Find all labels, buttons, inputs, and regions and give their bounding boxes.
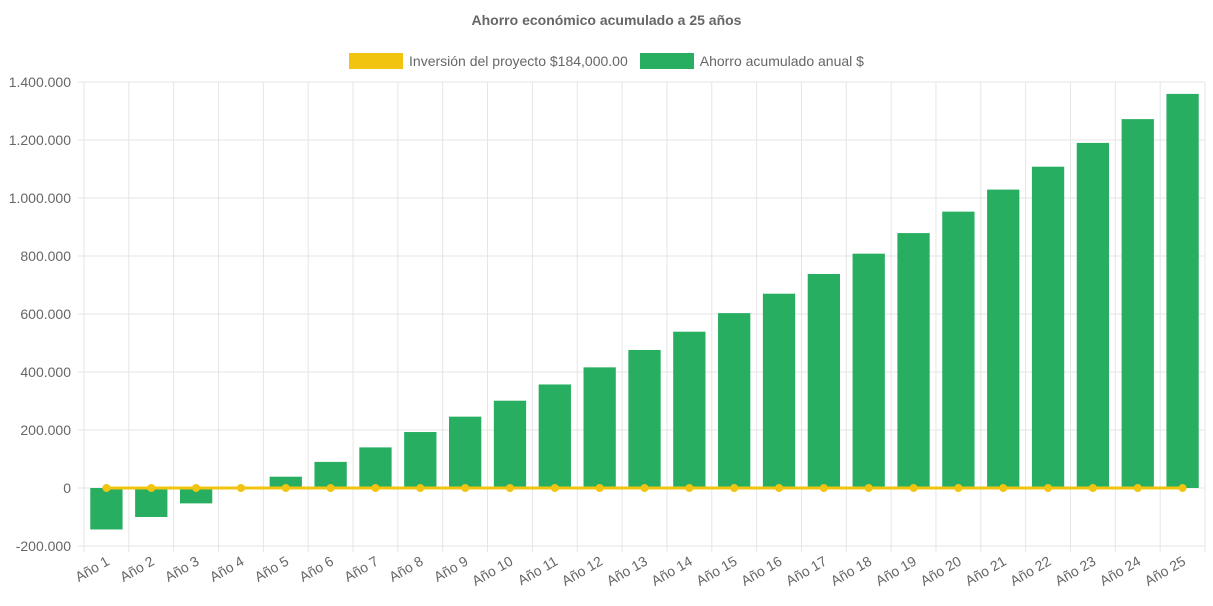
bar-ahorro bbox=[90, 488, 123, 530]
point-inversion bbox=[281, 484, 290, 492]
y-tick-label: -200.000 bbox=[16, 538, 71, 554]
x-tick-label: Año 7 bbox=[341, 553, 381, 585]
point-inversion bbox=[192, 484, 201, 492]
legend-item-ahorro[interactable]: Ahorro acumulado anual $ bbox=[639, 53, 864, 69]
x-tick-label: Año 9 bbox=[431, 553, 471, 585]
x-tick-label: Año 23 bbox=[1052, 553, 1099, 589]
y-tick-label: 1.000.000 bbox=[9, 190, 71, 206]
legend-swatch-ahorro bbox=[639, 53, 694, 69]
bar-ahorro bbox=[448, 416, 482, 488]
y-tick-label: 200.000 bbox=[20, 422, 71, 438]
bar-ahorro bbox=[942, 211, 975, 488]
x-tick-label: Año 11 bbox=[515, 553, 561, 589]
bar-ahorro bbox=[538, 384, 571, 488]
x-tick-label: Año 5 bbox=[252, 553, 292, 585]
bar-ahorro bbox=[269, 476, 302, 488]
x-tick-label: Año 10 bbox=[469, 553, 516, 589]
chart-title: Ahorro económico acumulado a 25 años bbox=[471, 12, 742, 28]
bar-ahorro bbox=[583, 367, 616, 488]
y-tick-label: 400.000 bbox=[20, 364, 71, 380]
point-inversion bbox=[730, 484, 739, 492]
bar-ahorro bbox=[1031, 166, 1065, 488]
point-inversion bbox=[102, 484, 111, 492]
bar-ahorro bbox=[493, 400, 527, 488]
x-tick-label: Año 15 bbox=[693, 553, 740, 589]
bar-ahorro bbox=[314, 461, 347, 488]
point-inversion bbox=[864, 484, 873, 492]
x-tick-label: Año 21 bbox=[962, 553, 1009, 589]
legend-swatch-inversion bbox=[349, 53, 404, 69]
point-inversion bbox=[147, 484, 156, 492]
x-tick-label: Año 12 bbox=[559, 553, 606, 589]
bar-ahorro bbox=[1166, 93, 1199, 488]
legend-label-inversion: Inversión del proyecto $184,000.00 bbox=[409, 53, 628, 69]
y-tick-label: 800.000 bbox=[20, 248, 71, 264]
legend-item-inversion[interactable]: Inversión del proyecto $184,000.00 bbox=[349, 53, 628, 69]
x-tick-label: Año 2 bbox=[117, 553, 157, 585]
bar-ahorro bbox=[1121, 119, 1154, 489]
x-tick-label: Año 17 bbox=[783, 553, 830, 589]
bar-ahorro bbox=[762, 293, 796, 488]
point-inversion bbox=[819, 484, 828, 492]
point-inversion bbox=[1088, 484, 1097, 492]
bar-ahorro bbox=[1076, 142, 1110, 488]
point-inversion bbox=[416, 484, 425, 492]
point-inversion bbox=[236, 484, 245, 492]
x-tick-label: Año 4 bbox=[207, 553, 247, 585]
bar-ahorro bbox=[404, 432, 437, 488]
point-inversion bbox=[640, 484, 649, 492]
bar-ahorro bbox=[852, 253, 885, 488]
point-inversion bbox=[685, 484, 694, 492]
point-inversion bbox=[1044, 484, 1053, 492]
x-tick-label: Año 24 bbox=[1097, 553, 1144, 589]
x-tick-label: Año 6 bbox=[296, 553, 336, 585]
x-tick-label: Año 25 bbox=[1142, 553, 1189, 589]
bar-ahorro bbox=[673, 331, 706, 488]
point-inversion bbox=[775, 484, 784, 492]
point-inversion bbox=[505, 484, 514, 492]
y-tick-label: 1.400.000 bbox=[9, 74, 71, 90]
legend: Inversión del proyecto $184,000.00 Ahorr… bbox=[0, 53, 1213, 69]
bar-ahorro bbox=[897, 233, 930, 488]
y-tick-label: 600.000 bbox=[20, 306, 71, 322]
bar-ahorro bbox=[135, 488, 168, 517]
bar-ahorro bbox=[807, 273, 841, 488]
bar-ahorro bbox=[987, 189, 1020, 488]
x-tick-label: Año 18 bbox=[828, 553, 875, 589]
x-tick-label: Año 16 bbox=[738, 553, 785, 589]
point-inversion bbox=[1178, 484, 1187, 492]
point-inversion bbox=[999, 484, 1008, 492]
point-inversion bbox=[461, 484, 470, 492]
legend-label-ahorro: Ahorro acumulado anual $ bbox=[699, 53, 864, 69]
point-inversion bbox=[954, 484, 963, 492]
x-tick-label: Año 8 bbox=[386, 553, 426, 585]
x-tick-label: Año 14 bbox=[648, 553, 695, 589]
bar-ahorro bbox=[359, 447, 392, 488]
point-inversion bbox=[326, 484, 335, 492]
y-tick-label: 0 bbox=[63, 480, 71, 496]
point-inversion bbox=[1133, 484, 1142, 492]
bar-ahorro bbox=[628, 349, 661, 488]
y-tick-label: 1.200.000 bbox=[9, 132, 71, 148]
x-tick-label: Año 20 bbox=[917, 553, 964, 589]
point-inversion bbox=[909, 484, 918, 492]
bar-ahorro bbox=[718, 313, 751, 488]
point-inversion bbox=[550, 484, 559, 492]
point-inversion bbox=[595, 484, 604, 492]
x-tick-label: Año 3 bbox=[162, 553, 202, 585]
bar-ahorro bbox=[179, 488, 213, 504]
x-tick-label: Año 1 bbox=[72, 553, 112, 585]
x-tick-label: Año 19 bbox=[873, 553, 920, 589]
x-tick-label: Año 13 bbox=[604, 553, 651, 589]
point-inversion bbox=[371, 484, 380, 492]
x-tick-label: Año 22 bbox=[1007, 553, 1054, 589]
